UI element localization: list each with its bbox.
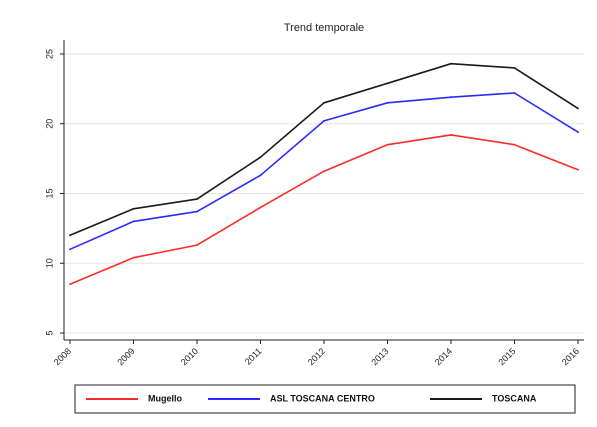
legend-label-3: TOSCANA: [492, 393, 537, 403]
data-point: [450, 62, 452, 65]
data-point: [577, 107, 579, 110]
y-tick-label: 20: [44, 119, 54, 129]
data-point: [513, 67, 516, 69]
legend: Mugello ASL TOSCANA CENTRO TOSCANA: [74, 384, 576, 414]
data-point: [259, 206, 262, 209]
data-point: [132, 207, 135, 210]
y-tick-label: 15: [44, 188, 54, 198]
data-point: [132, 256, 135, 259]
data-point: [386, 143, 389, 146]
data-point: [323, 170, 325, 173]
data-point: [450, 96, 452, 99]
data-point: [196, 244, 198, 247]
data-point: [577, 131, 579, 133]
data-point: [513, 143, 516, 146]
data-point: [450, 133, 452, 136]
axes: [60, 40, 584, 344]
data-point: [69, 234, 71, 237]
data-point: [196, 198, 198, 200]
gridlines: [64, 53, 584, 334]
y-tick-label: 25: [44, 49, 54, 59]
chart-title: Trend temporale: [284, 22, 364, 34]
legend-label-1: Mugello: [148, 393, 182, 403]
y-tick-label: 10: [44, 258, 54, 268]
series-lines: [69, 62, 579, 286]
data-point: [69, 283, 71, 286]
y-tick-label: 5: [44, 331, 54, 336]
data-point: [577, 168, 579, 171]
data-point: [196, 210, 198, 213]
legend-label-2: ASL TOSCANA CENTRO: [270, 393, 375, 403]
legend-box: [74, 384, 576, 414]
data-point: [259, 174, 262, 177]
data-point: [386, 101, 389, 104]
data-point: [386, 82, 389, 85]
data-point: [513, 92, 516, 94]
data-point: [323, 120, 325, 122]
data-point: [259, 156, 262, 159]
data-point: [69, 248, 71, 251]
data-point: [132, 220, 135, 223]
data-point: [323, 101, 325, 104]
